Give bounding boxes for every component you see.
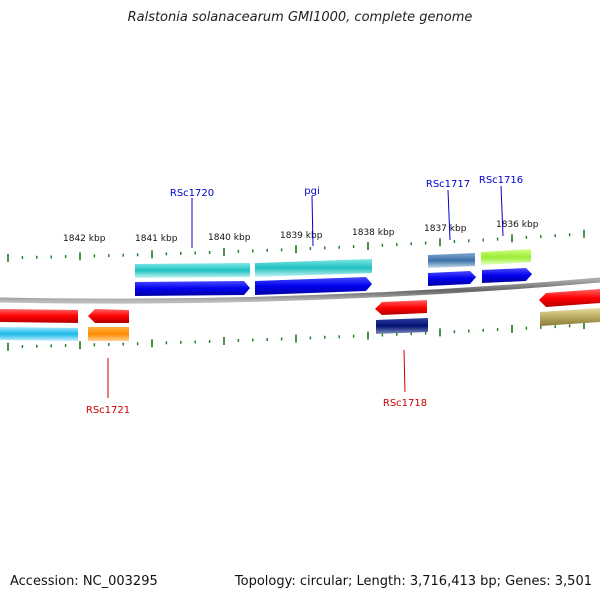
gene-left-red[interactable] [0, 309, 78, 323]
forward-strand-features [135, 249, 532, 296]
label-rsc1720[interactable]: RSc1720 [170, 188, 214, 199]
inner-tick-row [7, 321, 585, 351]
label-rsc1717[interactable]: RSc1717 [426, 179, 470, 190]
leader-rsc1718 [403, 349, 406, 393]
accession-text: Accession: NC_003295 [10, 574, 158, 589]
gene-left-sky[interactable] [0, 327, 78, 341]
label-rsc1718[interactable]: RSc1718 [383, 398, 427, 409]
genome-summary-text: Topology: circular; Length: 3,716,413 bp… [234, 574, 592, 589]
label-rsc1721[interactable]: RSc1721 [86, 405, 130, 416]
map-title: Ralstonia solanacearum GMI1000, complete… [127, 10, 473, 25]
scale-label-1840: 1840 kbp [208, 233, 251, 243]
scale-label-1836: 1836 kbp [496, 220, 539, 230]
gene-labels: RSc1720 pgi RSc1717 RSc1716 RSc1721 RSc1… [86, 175, 523, 416]
gene-rsc1720[interactable] [135, 263, 250, 278]
label-pgi[interactable]: pgi [304, 186, 319, 197]
scale-label-1842: 1842 kbp [63, 234, 106, 244]
gene-right-khaki[interactable] [540, 308, 600, 326]
leader-pgi [311, 195, 314, 247]
leader-rsc1716 [500, 185, 504, 237]
gene-rsc1717[interactable] [428, 253, 475, 268]
label-rsc1716[interactable]: RSc1716 [479, 175, 523, 186]
gene-rsc1716-cds[interactable] [482, 268, 532, 283]
gene-rsc1717-cds[interactable] [428, 271, 476, 286]
gene-rsc1721[interactable] [88, 327, 129, 341]
gene-right-red[interactable] [539, 289, 600, 307]
scale-labels: 1842 kbp 1841 kbp 1840 kbp 1839 kbp 1838… [63, 220, 539, 244]
gene-rsc1721-cds[interactable] [88, 309, 129, 323]
label-leaders [107, 185, 504, 398]
gene-pgi-cds[interactable] [255, 277, 372, 295]
genome-backbone [0, 277, 600, 304]
scale-label-1838: 1838 kbp [352, 228, 395, 238]
scale-label-1841: 1841 kbp [135, 234, 178, 244]
outer-tick-row [7, 229, 585, 262]
leader-rsc1717 [447, 189, 451, 241]
scale-label-1839: 1839 kbp [280, 231, 323, 241]
reverse-strand-features [0, 289, 600, 341]
gene-rsc1716[interactable] [481, 249, 531, 265]
gene-pgi[interactable] [255, 259, 372, 277]
scale-label-1837: 1837 kbp [424, 224, 467, 234]
gene-rsc1718-cds[interactable] [375, 300, 427, 315]
gene-rsc1720-cds[interactable] [135, 281, 250, 296]
gene-rsc1718[interactable] [376, 318, 428, 334]
